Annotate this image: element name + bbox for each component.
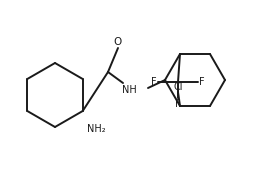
Text: Cl: Cl: [173, 82, 183, 92]
Text: NH₂: NH₂: [87, 124, 105, 134]
Text: F: F: [175, 99, 181, 109]
Text: O: O: [114, 37, 122, 47]
Text: NH: NH: [122, 85, 137, 95]
Text: F: F: [199, 77, 205, 87]
Text: F: F: [151, 77, 157, 87]
